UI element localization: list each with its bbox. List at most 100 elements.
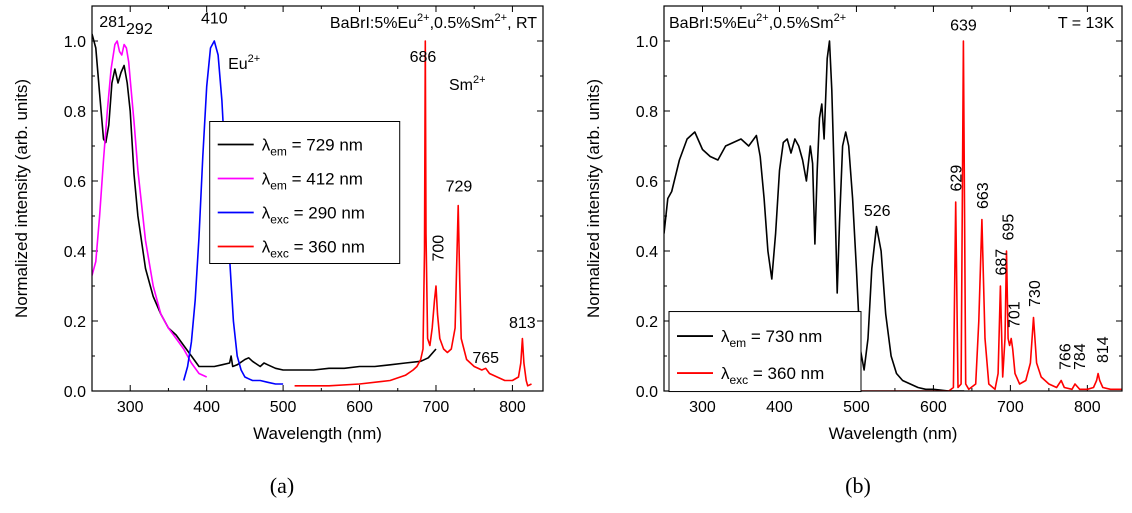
legend-subscript: em <box>270 179 287 193</box>
series-line-0 <box>664 40 965 391</box>
title-part: BaBrI:5%Eu <box>330 15 417 32</box>
peak-label: 526 <box>864 203 891 220</box>
peak-label: 639 <box>950 18 977 35</box>
x-tick-label: 300 <box>117 399 144 416</box>
peak-label: 729 <box>446 179 473 196</box>
legend-symbol: λ <box>721 327 730 346</box>
y-tick-label: 0.4 <box>636 244 658 261</box>
series-group <box>664 40 1122 391</box>
title-part: , RT <box>507 15 537 32</box>
y-tick-label: 0.2 <box>64 314 86 331</box>
title-sup: 2+ <box>756 12 769 24</box>
series-line-0 <box>92 33 437 371</box>
x-tick-label: 500 <box>843 399 870 416</box>
legend-symbol: λ <box>262 170 271 189</box>
peak-label: 410 <box>201 11 228 28</box>
series-line-1 <box>817 40 1122 391</box>
x-tick-label: 300 <box>689 399 716 416</box>
legend-value: = 360 nm <box>748 364 824 383</box>
legend-label: λexc = 290 nm <box>262 204 365 227</box>
legend-value: = 730 nm <box>746 327 822 346</box>
x-tick-label: 700 <box>997 399 1024 416</box>
peak-label: 813 <box>509 315 536 332</box>
legend-symbol: λ <box>721 364 730 383</box>
eu-label-sup: 2+ <box>248 53 261 65</box>
x-tick-label: 800 <box>1074 399 1101 416</box>
legend-subscript: exc <box>270 213 289 227</box>
legend-subscript: em <box>730 336 747 350</box>
temperature-label: T = 13K <box>1058 15 1115 32</box>
x-tick-label: 800 <box>499 399 526 416</box>
legend-symbol: λ <box>262 136 271 155</box>
peak-label: 663 <box>975 182 992 209</box>
panel-caption: (b) <box>845 473 871 498</box>
legend-label: λexc = 360 nm <box>262 238 365 261</box>
y-tick-label: 1.0 <box>636 34 658 51</box>
y-tick-label: 0.0 <box>64 384 86 401</box>
peak-label: 700 <box>431 235 448 262</box>
y-tick-label: 0.8 <box>636 104 658 121</box>
x-tick-label: 500 <box>270 399 297 416</box>
series-line-1 <box>92 40 208 378</box>
peak-label: 281 <box>99 14 126 31</box>
peak-label: 686 <box>410 49 437 66</box>
x-tick-label: 400 <box>766 399 793 416</box>
peak-label: 784 <box>1072 343 1089 370</box>
peak-label: 766 <box>1057 343 1074 370</box>
y-axis-label: Normalized intensity (arb. units) <box>584 79 603 318</box>
y-axis-label: Normalized intensity (arb. units) <box>12 79 31 318</box>
peak-label: 701 <box>1007 301 1024 328</box>
panel-title: BaBrI:5%Eu2+,0.5%Sm2+, RT <box>330 12 537 32</box>
legend-label: λexc = 360 nm <box>721 364 824 387</box>
y-tick-label: 0.2 <box>636 314 658 331</box>
panel-title: BaBrI:5%Eu2+,0.5%Sm2+ <box>669 12 846 32</box>
title-sup: 2+ <box>834 12 847 24</box>
legend-symbol: λ <box>262 238 271 257</box>
eu-label: Eu2+ <box>228 53 260 73</box>
legend-value: = 412 nm <box>287 170 363 189</box>
x-axis-label: Wavelength (nm) <box>829 424 958 443</box>
legend-label: λem = 412 nm <box>262 170 363 193</box>
y-tick-label: 0.0 <box>636 384 658 401</box>
peak-label: 814 <box>1095 336 1112 363</box>
legend-subscript: exc <box>270 247 289 261</box>
x-axis-label: Wavelength (nm) <box>253 424 382 443</box>
legend-value: = 729 nm <box>287 136 363 155</box>
peak-label: 695 <box>1000 214 1017 241</box>
x-tick-label: 400 <box>193 399 220 416</box>
panel-b: 300 400 500 600 700 800 0.0 0.2 0.4 0.6 0.8 1.0 Wave… <box>584 5 1123 443</box>
x-tick-label: 700 <box>423 399 450 416</box>
plot-frame <box>91 5 544 392</box>
sm-label-base: Sm <box>449 77 473 94</box>
peak-label: 687 <box>993 249 1010 276</box>
series-line-3 <box>294 40 532 387</box>
y-tick-label: 0.8 <box>64 104 86 121</box>
legend-subscript: exc <box>730 373 749 387</box>
legend-value: = 290 nm <box>289 204 365 223</box>
legend-box <box>668 311 862 393</box>
y-tick-label: 0.6 <box>636 174 658 191</box>
title-part: ,0.5%Sm <box>430 15 495 32</box>
legend-value: = 360 nm <box>289 238 365 257</box>
legend-label: λem = 729 nm <box>262 136 363 159</box>
title-part: ,0.5%Sm <box>769 15 834 32</box>
legend-subscript: em <box>270 145 287 159</box>
y-tick-label: 0.6 <box>64 174 86 191</box>
legend-symbol: λ <box>262 204 271 223</box>
y-tick-label: 1.0 <box>64 34 86 51</box>
sm-label: Sm2+ <box>449 74 486 94</box>
peak-label: 765 <box>472 350 499 367</box>
eu-label-base: Eu <box>228 56 248 73</box>
title-sup: 2+ <box>417 12 430 24</box>
peak-label: 629 <box>949 165 966 192</box>
sm-label-sup: 2+ <box>473 74 486 86</box>
y-tick-label: 0.4 <box>64 244 86 261</box>
peak-label: 292 <box>126 21 153 38</box>
plot-frame <box>663 5 1123 392</box>
legend-label: λem = 730 nm <box>721 327 822 350</box>
title-sup: 2+ <box>495 12 508 24</box>
x-tick-label: 600 <box>346 399 373 416</box>
